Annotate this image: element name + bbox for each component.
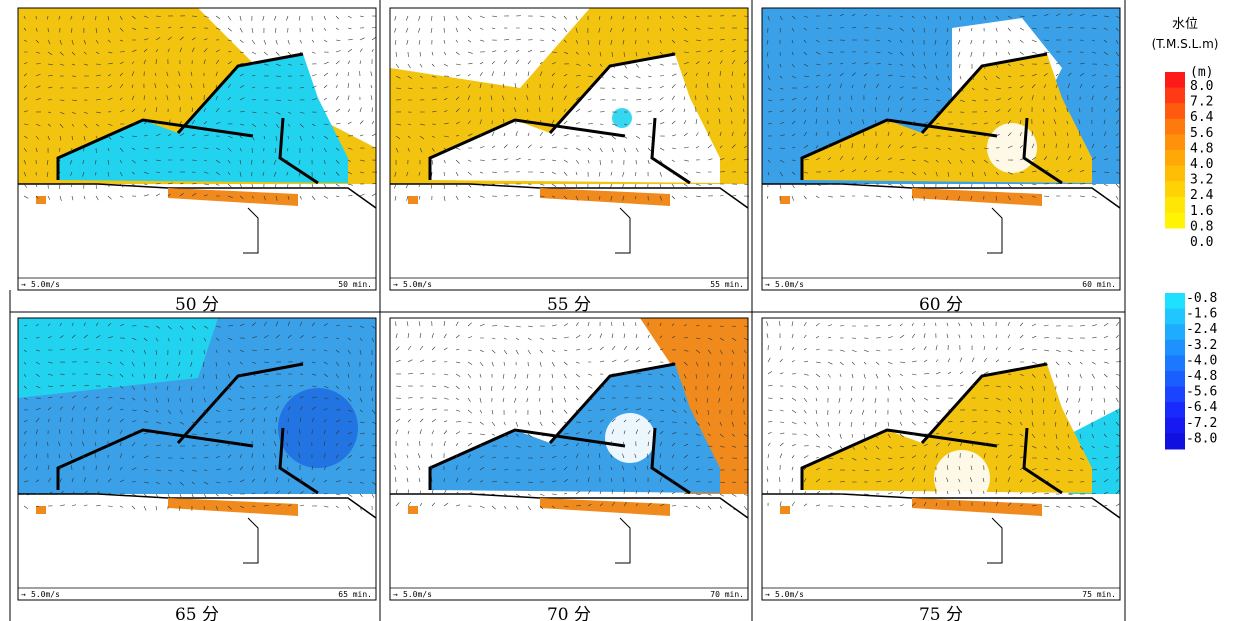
land-strip (408, 506, 418, 514)
legend-label: -6.4 (1186, 400, 1217, 415)
map-panel: → 5.0m/s 50 min. (18, 8, 377, 290)
land (18, 494, 376, 600)
legend-swatch (1165, 324, 1185, 340)
legend-label: -0.8 (1186, 291, 1217, 306)
figure: → 5.0m/s 50 min. 50 分 → 5.0m/s 55 min. 55 分 → 5.0… (0, 0, 1247, 621)
legend-label: -2.4 (1186, 322, 1217, 337)
scale-arrow: → (765, 590, 770, 599)
legend-label: -5.6 (1186, 385, 1217, 400)
land (390, 494, 748, 600)
map-panel: → 5.0m/s 75 min. (762, 318, 1121, 600)
legend-label: -8.0 (1186, 431, 1217, 446)
scale-arrow: → (21, 590, 26, 599)
legend-label: 1.6 (1190, 204, 1213, 219)
legend-swatch (1165, 402, 1185, 418)
legend-label: -7.2 (1186, 416, 1217, 431)
scale-label: 5.0m/s (403, 590, 432, 599)
scale-arrow: → (393, 280, 398, 289)
land (762, 184, 1120, 290)
land-strip (408, 196, 418, 204)
legend-swatch (1165, 293, 1185, 309)
scale-label: 5.0m/s (775, 280, 804, 289)
legend-label: 4.8 (1190, 141, 1213, 156)
legend-label: 7.2 (1190, 95, 1213, 110)
time-label: 75 min. (1082, 590, 1116, 599)
time-label: 50 min. (338, 280, 372, 289)
map-panel: → 5.0m/s 60 min. (762, 8, 1121, 290)
legend-swatch (1165, 197, 1185, 213)
legend-label: -1.6 (1186, 307, 1217, 322)
legend-swatch (1165, 88, 1185, 104)
time-label: 60 min. (1082, 280, 1116, 289)
legend-label: 3.2 (1190, 173, 1213, 188)
panel-caption: 55 分 (547, 295, 591, 315)
panel-caption: 75 分 (919, 605, 963, 621)
scale-label: 5.0m/s (775, 590, 804, 599)
eddy (987, 123, 1037, 173)
panel-caption: 60 分 (919, 295, 963, 315)
panel-caption: 70 分 (547, 605, 591, 621)
legend-swatch (1165, 433, 1185, 449)
map-panel: → 5.0m/s 70 min. (390, 318, 749, 600)
legend-swatch (1165, 355, 1185, 371)
legend-label: 5.6 (1190, 126, 1213, 141)
legend-swatch (1165, 212, 1185, 228)
map-panel: → 5.0m/s 65 min. (18, 318, 377, 600)
legend-label: -4.8 (1186, 369, 1217, 384)
legend-unit: (m) (1190, 65, 1213, 80)
legend-label: 4.0 (1190, 157, 1213, 172)
scale-arrow: → (765, 280, 770, 289)
time-label: 65 min. (338, 590, 372, 599)
panel-caption: 65 分 (175, 605, 219, 621)
land (390, 184, 748, 290)
time-label: 70 min. (710, 590, 744, 599)
legend-label: -4.0 (1186, 353, 1217, 368)
legend-title: 水位 (1172, 17, 1198, 32)
legend-swatch (1165, 103, 1185, 119)
scale-arrow: → (393, 590, 398, 599)
legend-swatch (1165, 418, 1185, 434)
panel-caption: 50 分 (175, 295, 219, 315)
legend-swatch (1165, 340, 1185, 356)
time-label: 55 min. (710, 280, 744, 289)
land (762, 494, 1120, 600)
legend-label: 8.0 (1190, 79, 1213, 94)
scale-label: 5.0m/s (403, 280, 432, 289)
land (18, 184, 376, 290)
legend-swatch (1165, 371, 1185, 387)
scale-label: 5.0m/s (31, 590, 60, 599)
legend-label: 6.4 (1190, 110, 1214, 125)
land-strip (780, 196, 790, 204)
legend-label: 2.4 (1190, 188, 1214, 203)
legend-swatch (1165, 166, 1185, 182)
legend-label: 0.8 (1190, 219, 1213, 234)
eddy (278, 388, 358, 468)
legend-swatch (1165, 181, 1185, 197)
legend-swatch (1165, 134, 1185, 150)
scale-label: 5.0m/s (31, 280, 60, 289)
land-strip (780, 506, 790, 514)
legend-label: -3.2 (1186, 338, 1217, 353)
legend-swatch (1165, 119, 1185, 135)
legend-swatch (1165, 72, 1185, 88)
legend-unit: (T.M.S.L.m) (1152, 37, 1219, 51)
land-strip (36, 506, 46, 514)
legend-swatch (1165, 387, 1185, 403)
land-strip (36, 196, 46, 204)
legend-label: 0.0 (1190, 235, 1213, 250)
map-panel: → 5.0m/s 55 min. (390, 8, 749, 290)
legend-swatch (1165, 150, 1185, 166)
legend-swatch (1165, 309, 1185, 325)
scale-arrow: → (21, 280, 26, 289)
